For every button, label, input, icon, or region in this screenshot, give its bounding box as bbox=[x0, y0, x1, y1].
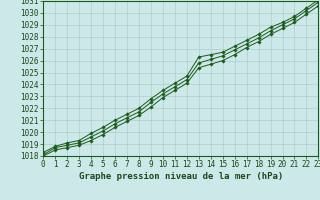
X-axis label: Graphe pression niveau de la mer (hPa): Graphe pression niveau de la mer (hPa) bbox=[79, 172, 283, 181]
